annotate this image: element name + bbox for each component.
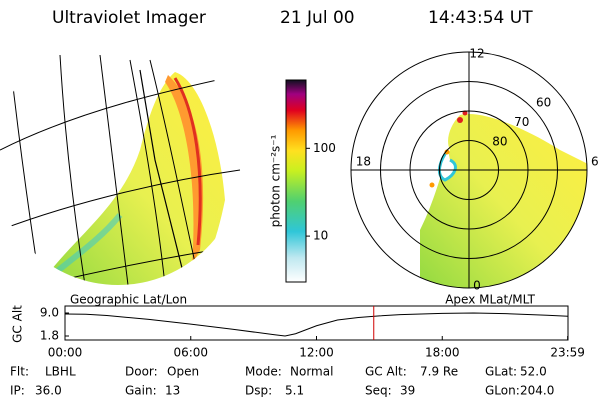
x-tick-label: 12:00 xyxy=(299,346,334,360)
alt-ylabel: GC Alt xyxy=(11,305,25,343)
mlt-label: 0 xyxy=(473,279,481,293)
info-label: Mode: xyxy=(245,365,282,379)
info-value: 7.9 Re xyxy=(420,365,458,379)
alt-right-title: Apex MLat/MLT xyxy=(445,293,535,307)
info-value: LBHL xyxy=(45,365,76,379)
lat-label: 70 xyxy=(514,115,529,129)
mlt-label: 18 xyxy=(356,155,371,169)
x-tick-label: 23:59 xyxy=(550,346,585,360)
info-value: 52.0 xyxy=(520,365,547,379)
altitude-line xyxy=(64,312,569,337)
alt-left-title: Geographic Lat/Lon xyxy=(70,293,187,307)
info-value: 39 xyxy=(400,384,415,398)
date: 21 Jul 00 xyxy=(280,8,355,28)
info-value: Open xyxy=(167,365,199,379)
colorbar-label: photon cm⁻²s⁻¹ xyxy=(269,134,283,227)
alt-frame xyxy=(64,305,569,341)
polar-image xyxy=(420,110,587,288)
x-tick-label: 18:00 xyxy=(425,346,460,360)
info-label: IP: xyxy=(10,384,25,398)
geo-map xyxy=(0,54,243,285)
time: 14:43:54 UT xyxy=(428,8,533,28)
lat-label: 60 xyxy=(536,95,551,109)
colorbar-tick-label: 10 xyxy=(313,229,328,243)
info-label: GLon: xyxy=(485,384,520,398)
info-value: 204.0 xyxy=(520,384,554,398)
x-tick-label: 00:00 xyxy=(48,346,83,360)
info-label: GLat: xyxy=(485,365,517,379)
title: Ultraviolet Imager xyxy=(52,8,206,28)
info-label: GC Alt: xyxy=(365,365,407,379)
info-label: Flt: xyxy=(10,365,29,379)
mlt-label: 12 xyxy=(469,47,484,61)
info-label: Door: xyxy=(125,365,158,379)
y-tick-label: 9.0 xyxy=(40,306,59,320)
y-tick-label: 1.8 xyxy=(40,329,59,343)
info-value: Normal xyxy=(290,365,333,379)
info-label: Gain: xyxy=(125,384,157,398)
info-label: Dsp: xyxy=(245,384,272,398)
mlt-label: 6 xyxy=(591,155,599,169)
info-label: Seq: xyxy=(365,384,392,398)
x-tick-label: 06:00 xyxy=(173,346,208,360)
info-value: 36.0 xyxy=(35,384,62,398)
info-value: 13 xyxy=(165,384,180,398)
info-value: 5.1 xyxy=(285,384,304,398)
lat-label: 80 xyxy=(492,135,507,149)
colorbar xyxy=(285,79,307,283)
colorbar-tick-label: 100 xyxy=(313,141,336,155)
